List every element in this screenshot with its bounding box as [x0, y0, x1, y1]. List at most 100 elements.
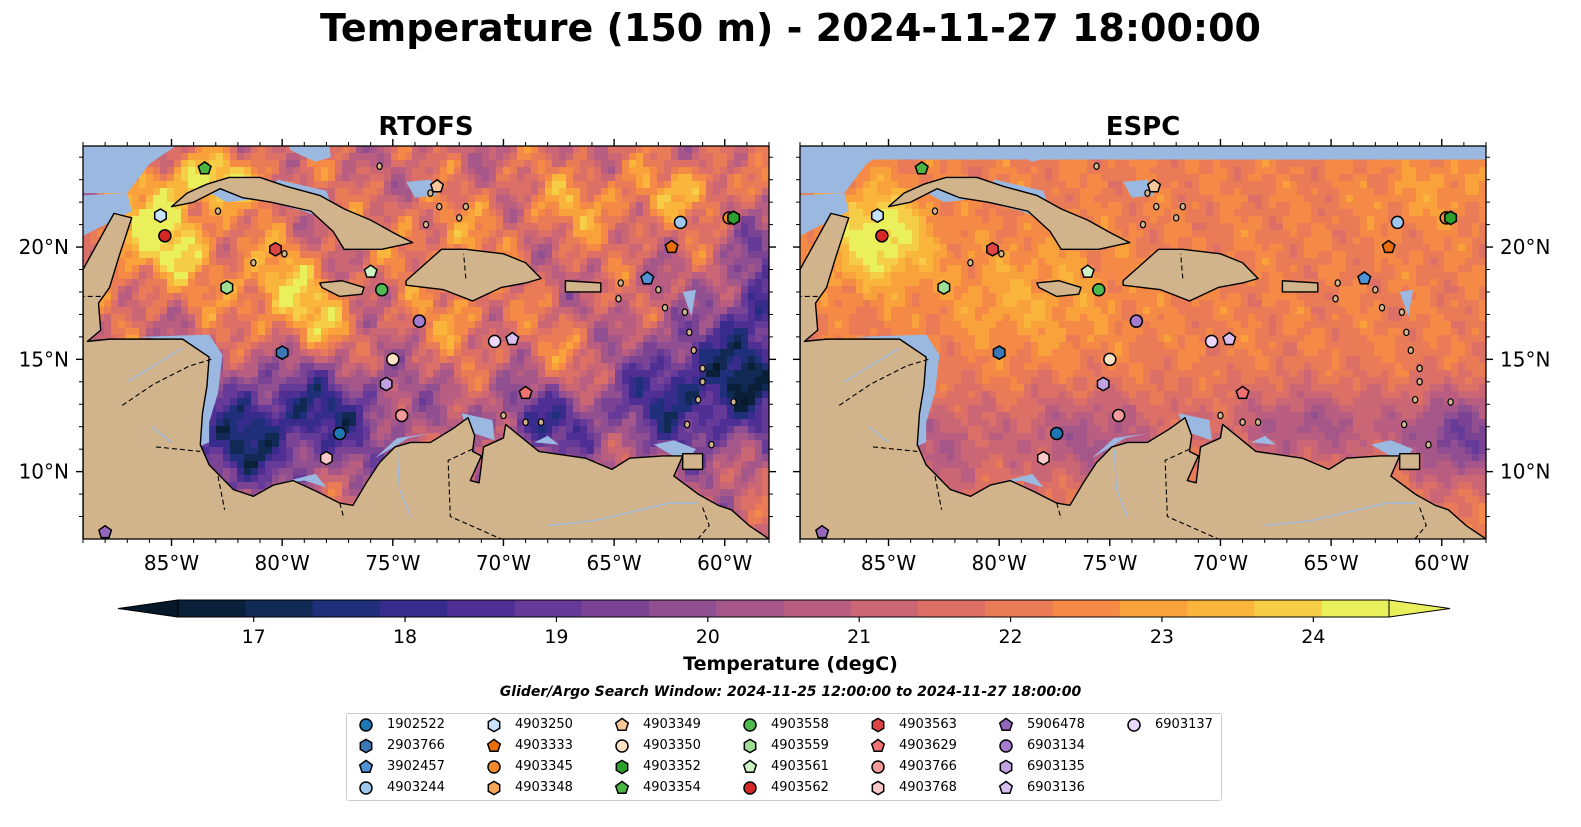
- float-marker-4903348: [487, 780, 501, 796]
- islet: [694, 395, 702, 404]
- float-marker-4903250: [153, 208, 167, 224]
- float-marker-4903350: [386, 352, 400, 367]
- float-marker-4903349: [429, 178, 445, 193]
- islet: [967, 258, 974, 267]
- islet: [1093, 162, 1100, 171]
- shelf-region: [375, 433, 431, 459]
- legend-label: 4903345: [515, 759, 573, 774]
- river: [396, 449, 412, 517]
- legend-label: 4903768: [899, 780, 957, 795]
- lon-tick-label: 60°W: [697, 551, 752, 575]
- river: [1113, 449, 1129, 517]
- lon-tick-label: 65°W: [1303, 551, 1358, 575]
- islet: [1179, 202, 1187, 211]
- float-marker-4903354: [197, 160, 212, 175]
- islet: [281, 249, 288, 258]
- islet: [1254, 418, 1262, 427]
- float-marker-4903349: [1146, 178, 1162, 193]
- legend-label: 4903350: [643, 738, 701, 753]
- land-cuba: [887, 176, 1131, 251]
- lon-tick-label: 85°W: [144, 551, 199, 575]
- lat-tick-label: 15°N: [1500, 347, 1550, 371]
- float-marker-6903137: [487, 334, 502, 349]
- islet: [615, 294, 622, 303]
- map-frame: [799, 145, 1487, 540]
- shelf-region: [271, 473, 327, 488]
- float-marker-1902522: [359, 718, 373, 732]
- islet: [699, 377, 706, 386]
- float-marker-4903352: [1444, 210, 1458, 226]
- land-florida: [955, 137, 997, 144]
- islet: [1416, 377, 1423, 386]
- float-marker-2903766: [359, 738, 373, 754]
- legend-marker-pentagon: [998, 780, 1014, 795]
- float-marker-6903134: [999, 739, 1013, 753]
- land-mainland: [800, 212, 1486, 539]
- islet: [1398, 308, 1406, 316]
- country-border: [837, 358, 929, 407]
- colorbar-tick-label: 21: [847, 626, 871, 648]
- islet: [422, 220, 430, 229]
- islet: [214, 207, 222, 215]
- colorbar-bins: [178, 600, 1390, 617]
- islet: [998, 249, 1005, 258]
- islet: [681, 308, 689, 316]
- legend-label: 4903348: [515, 780, 573, 795]
- float-marker-4903350: [1103, 352, 1117, 367]
- colorbar-tick-label: 24: [1301, 626, 1325, 648]
- legend-marker-hexagon: [871, 717, 885, 733]
- shelf-region: [1178, 413, 1212, 441]
- legend-label: 4903629: [899, 738, 957, 753]
- legend-label: 1902522: [387, 717, 445, 732]
- float-marker-4903562: [158, 229, 172, 243]
- float-marker-4903768: [871, 780, 885, 796]
- country-border: [463, 253, 467, 279]
- float-marker-4903559: [743, 738, 757, 754]
- float-marker-4903563: [871, 717, 885, 733]
- islet: [250, 258, 257, 267]
- river: [843, 347, 900, 383]
- legend-marker-circle: [743, 781, 757, 795]
- islet: [1378, 303, 1386, 312]
- float-marker-1902522: [1049, 426, 1064, 441]
- gulf-shelf: [800, 146, 893, 194]
- legend-marker-circle: [615, 739, 629, 753]
- legend-label: 4903559: [771, 738, 829, 753]
- country-border: [339, 502, 345, 519]
- islet: [1172, 214, 1180, 222]
- shelf-region: [1399, 289, 1413, 317]
- islet: [1332, 294, 1339, 303]
- float-marker-6903134: [412, 314, 427, 328]
- legend-marker-hexagon: [743, 738, 757, 754]
- float-marker-4903766: [394, 408, 409, 423]
- map-axes: 85°W 80°W 75°W 70°W 65°W 60°W 10°N 15°N 20°N: [19, 139, 776, 575]
- float-marker-4903558: [1091, 282, 1106, 297]
- islet: [1217, 411, 1224, 420]
- figure-title: Temperature (150 m) - 2024-11-27 18:00:0…: [319, 6, 1261, 50]
- islet: [931, 207, 939, 215]
- float-marker-6903135: [999, 759, 1013, 775]
- land-puertorico: [1281, 280, 1319, 293]
- islet: [427, 189, 434, 197]
- float-marker-6903137: [1204, 334, 1219, 349]
- float-marker-4903766: [871, 760, 885, 774]
- legend-label: 6903136: [1027, 780, 1085, 795]
- float-marker-6903137: [1127, 718, 1141, 732]
- legend-label: 4903563: [899, 717, 957, 732]
- shelf-region: [534, 435, 559, 445]
- islet: [1144, 189, 1151, 197]
- legend-marker-hexagon: [487, 717, 501, 733]
- legend-marker-pentagon: [742, 759, 758, 774]
- legend-label: 4903349: [643, 717, 701, 732]
- islet: [436, 202, 443, 211]
- map-panel-espc: 85°W 80°W 75°W 70°W 65°W 60°W 10°N 15°N 20°N: [793, 137, 1550, 575]
- islet: [1153, 202, 1160, 211]
- river: [151, 426, 172, 443]
- float-marker-4903244: [673, 215, 688, 230]
- islet: [500, 411, 507, 420]
- lon-tick-label: 70°W: [476, 551, 531, 575]
- river: [547, 502, 699, 527]
- float-marker-4903333: [1381, 239, 1396, 254]
- shelf-region: [461, 413, 495, 441]
- islet: [1447, 398, 1454, 406]
